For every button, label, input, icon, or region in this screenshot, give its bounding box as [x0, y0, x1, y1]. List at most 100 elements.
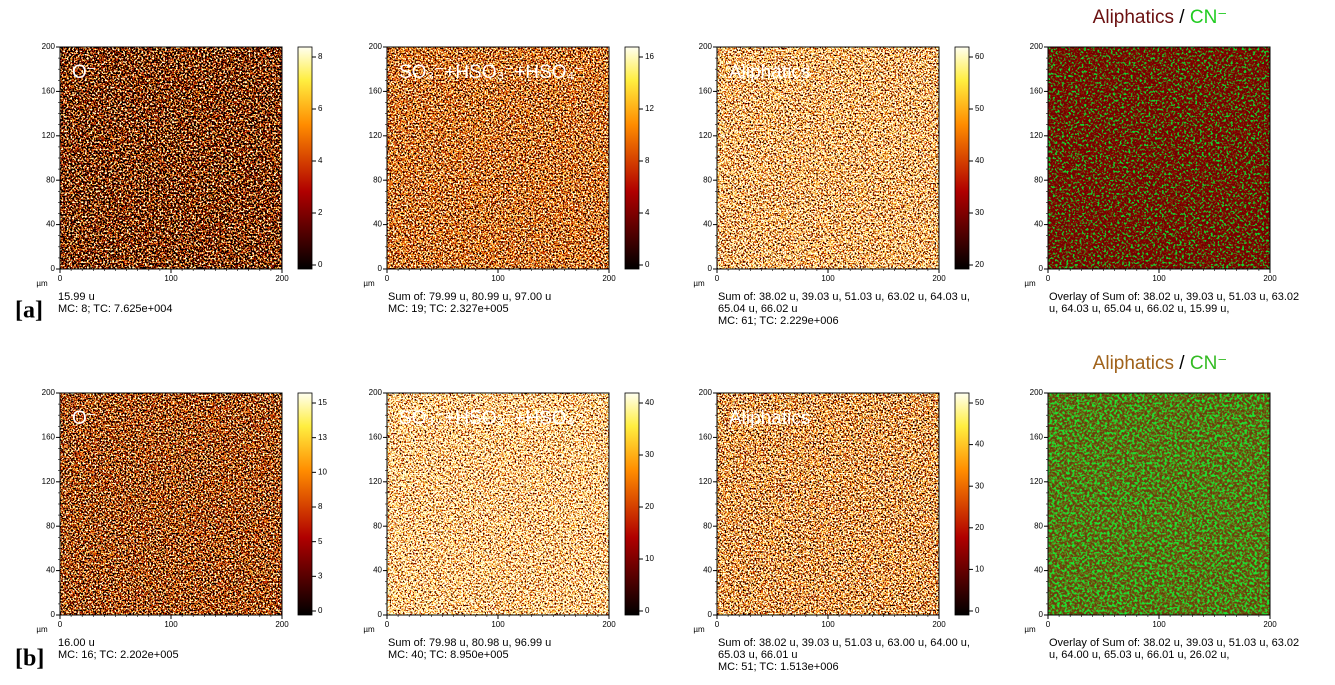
colorbar	[954, 46, 970, 270]
x-tick-label: 0	[1046, 274, 1051, 283]
x-tick-label: 200	[932, 274, 946, 283]
y-tick-label: 160	[699, 433, 713, 442]
y-tick-label: 200	[1030, 42, 1044, 51]
colorbar	[954, 392, 970, 616]
y-tick-label: 40	[373, 220, 382, 229]
x-tick-label: 0	[1046, 620, 1051, 629]
caption-line: u, 64.00 u, 65.03 u, 66.01 u, 26.02 u,	[1049, 649, 1229, 661]
y-tick-label: 0	[378, 610, 383, 619]
y-tick-label: 120	[42, 131, 56, 140]
y-tick-label: 200	[699, 42, 713, 51]
x-tick-label: 200	[275, 274, 289, 283]
y-tick-label: 160	[369, 433, 383, 442]
x-tick-label: 100	[821, 620, 835, 629]
overlay-title: Aliphatics / CN⁻	[1093, 353, 1228, 374]
colorbar-tick-label: 0	[318, 260, 323, 269]
colorbar-tick-label: 20	[645, 502, 654, 511]
colorbar-tick-label: 30	[975, 208, 984, 217]
caption-line: MC: 19; TC: 2.327e+005	[388, 303, 509, 315]
image	[717, 47, 939, 269]
y-tick-label: 200	[699, 388, 713, 397]
y-tick-label: 80	[1034, 521, 1043, 530]
x-tick-label: 0	[58, 274, 63, 283]
colorbar-tick-label: 8	[645, 156, 650, 165]
y-tick-label: 160	[42, 87, 56, 96]
axis-unit: µm	[693, 625, 705, 634]
x-tick-label: 0	[58, 620, 63, 629]
panel-title: SO₃⁻+HSO₃⁻+HSO₄⁻	[399, 408, 584, 429]
y-tick-label: 120	[1030, 477, 1044, 486]
y-tick-label: 200	[369, 388, 383, 397]
y-tick-label: 160	[42, 433, 56, 442]
y-tick-label: 200	[42, 388, 56, 397]
x-tick-label: 100	[164, 274, 178, 283]
image	[387, 47, 609, 269]
colorbar-tick-label: 12	[645, 104, 654, 113]
colorbar-tick-label: 3	[318, 571, 323, 580]
colorbar-tick-label: 2	[318, 208, 323, 217]
caption-line: MC: 8; TC: 7.625e+004	[58, 303, 172, 315]
y-tick-label: 0	[1039, 610, 1044, 619]
colorbar-tick-label: 10	[318, 467, 327, 476]
y-tick-label: 40	[46, 220, 55, 229]
y-tick-label: 40	[373, 566, 382, 575]
colorbar-tick-label: 13	[318, 433, 327, 442]
axis-unit: µm	[693, 279, 705, 288]
y-tick-label: 0	[708, 264, 713, 273]
colorbar-tick-label: 50	[975, 104, 984, 113]
caption-line: MC: 51; TC: 1.513e+006	[718, 661, 839, 673]
caption-line: 15.99 u	[58, 291, 95, 303]
colorbar-tick-label: 20	[975, 260, 984, 269]
axis-unit: µm	[1024, 625, 1036, 634]
caption-line: MC: 40; TC: 8.950e+005	[388, 649, 509, 661]
image	[1048, 393, 1270, 615]
y-tick-label: 80	[1034, 175, 1043, 184]
image	[1048, 47, 1270, 269]
colorbar-tick-label: 30	[975, 481, 984, 490]
y-tick-label: 0	[378, 264, 383, 273]
panel-title: Aliphatics	[729, 62, 810, 83]
x-tick-label: 100	[491, 620, 505, 629]
colorbar-tick-label: 0	[645, 260, 650, 269]
row-label: [b]	[15, 646, 44, 672]
colorbar-tick-label: 10	[975, 565, 984, 574]
caption-line: MC: 61; TC: 2.229e+006	[718, 315, 839, 327]
caption-line: Sum of: 38.02 u, 39.03 u, 51.03 u, 63.02…	[718, 291, 970, 303]
y-tick-label: 160	[1030, 87, 1044, 96]
title-part: /	[1174, 353, 1190, 374]
x-tick-label: 200	[275, 620, 289, 629]
image	[60, 47, 282, 269]
y-tick-label: 80	[46, 175, 55, 184]
y-tick-label: 160	[369, 87, 383, 96]
caption-line: Overlay of Sum of: 38.02 u, 39.03 u, 51.…	[1049, 291, 1299, 303]
title-part: Aliphatics	[1093, 353, 1174, 374]
axis-unit: µm	[363, 625, 375, 634]
colorbar-tick-label: 0	[975, 606, 980, 615]
caption-line: Sum of: 38.02 u, 39.03 u, 51.03 u, 63.00…	[718, 637, 970, 649]
caption-line: Sum of: 79.99 u, 80.99 u, 97.00 u	[388, 291, 551, 303]
y-tick-label: 120	[1030, 131, 1044, 140]
colorbar-tick-label: 20	[975, 523, 984, 532]
colorbar	[624, 392, 640, 616]
x-tick-label: 200	[1263, 620, 1277, 629]
y-tick-label: 120	[369, 131, 383, 140]
y-tick-label: 80	[373, 175, 382, 184]
colorbar-tick-label: 4	[318, 156, 323, 165]
colorbar-tick-label: 60	[975, 52, 984, 61]
x-tick-label: 100	[491, 274, 505, 283]
axis-unit: µm	[363, 279, 375, 288]
x-tick-label: 100	[821, 274, 835, 283]
y-tick-label: 80	[46, 521, 55, 530]
y-tick-label: 40	[46, 566, 55, 575]
panel-title: SO₃⁻+HSO₃⁻+HSO₄⁻	[399, 62, 584, 83]
y-tick-label: 40	[1034, 220, 1043, 229]
y-tick-label: 160	[699, 87, 713, 96]
colorbar-tick-label: 40	[975, 156, 984, 165]
colorbar-tick-label: 0	[645, 606, 650, 615]
caption-line: 65.03 u, 66.01 u	[718, 649, 798, 661]
colorbar	[624, 46, 640, 270]
panel-title: Aliphatics	[729, 408, 810, 429]
caption-line: u, 64.03 u, 65.04 u, 66.02 u, 15.99 u,	[1049, 303, 1229, 315]
y-tick-label: 120	[42, 477, 56, 486]
x-tick-label: 0	[385, 274, 390, 283]
